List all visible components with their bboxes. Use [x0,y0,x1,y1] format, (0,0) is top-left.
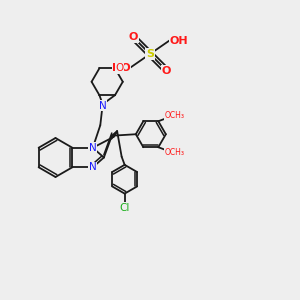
Text: O: O [116,63,124,73]
Text: Cl: Cl [119,203,130,213]
Text: S: S [146,49,154,59]
Text: OH: OH [169,35,188,46]
Text: OCH₃: OCH₃ [165,111,185,120]
Text: N: N [89,143,97,153]
Text: O: O [129,32,138,43]
Text: HO: HO [112,62,131,73]
Text: O: O [162,65,171,76]
Text: OCH₃: OCH₃ [165,148,185,157]
Text: N: N [89,162,97,172]
Text: N: N [99,101,106,111]
